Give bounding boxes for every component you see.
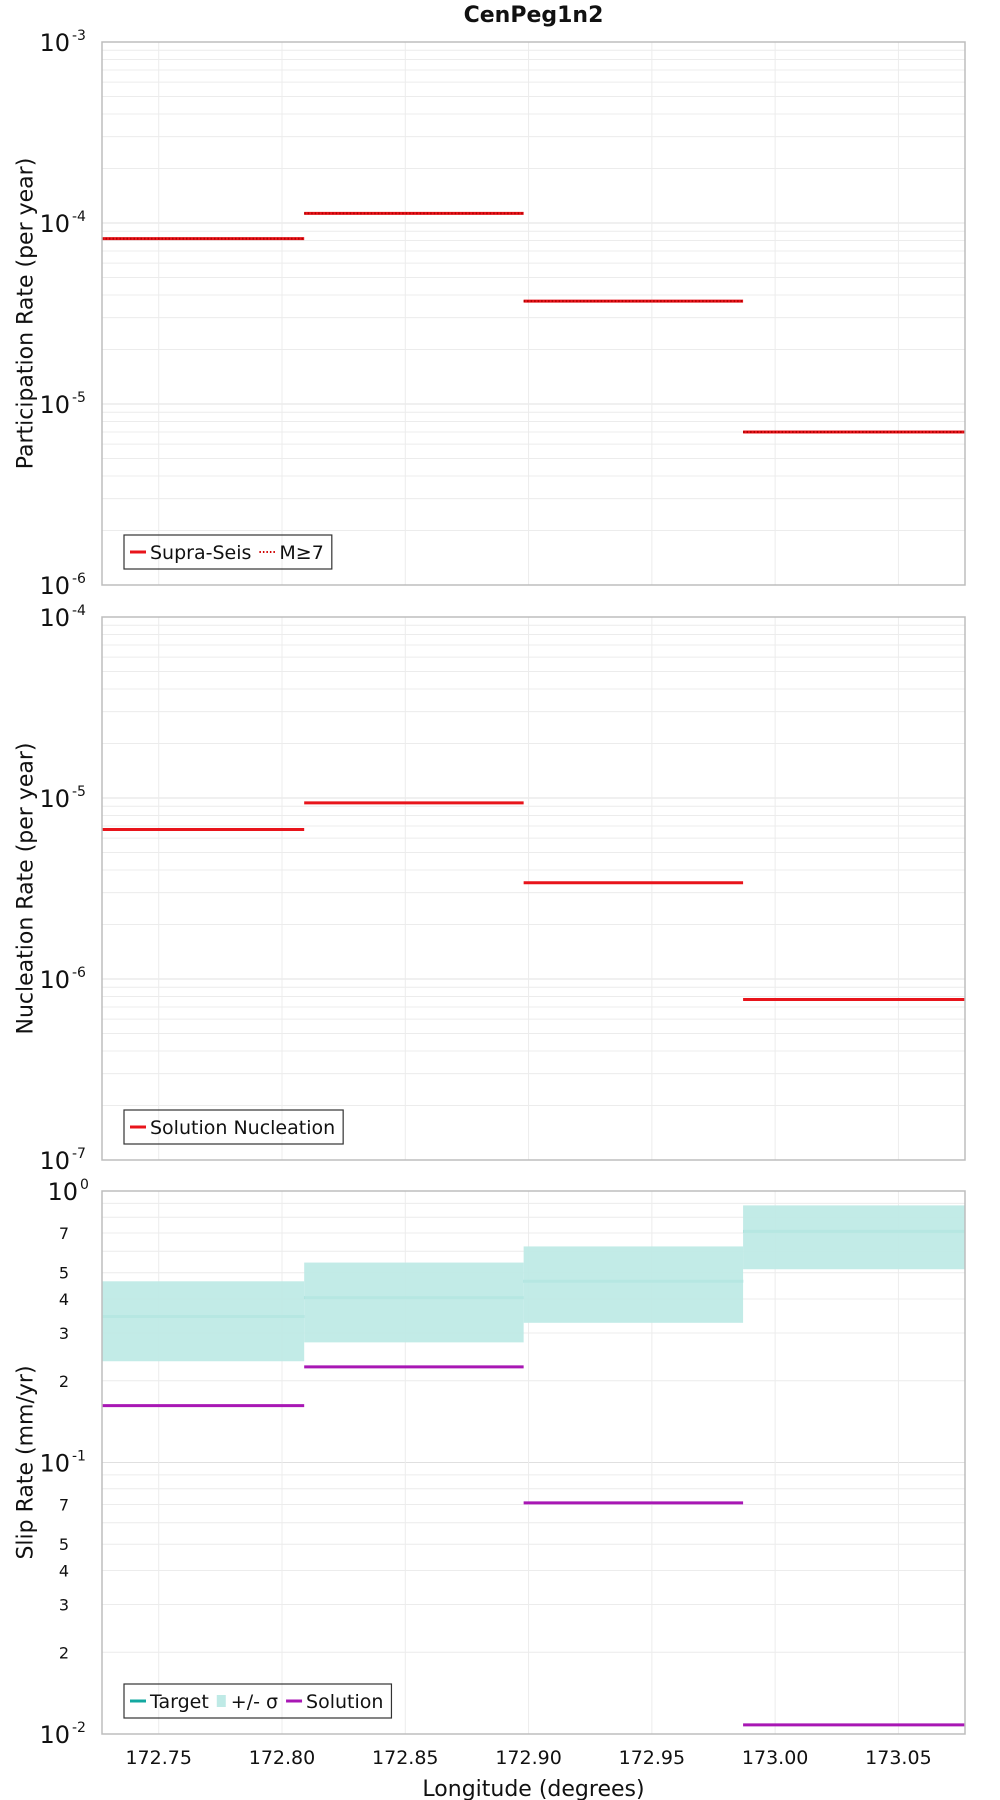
plot-frame [101,1190,966,1735]
y-minor-tick-label: 5 [59,1264,69,1283]
legend-items: Solution Nucleation [130,1117,335,1139]
legend-items: Supra-Seis M≥7 [130,542,324,564]
series-2 [102,212,965,434]
band-segment [304,1262,524,1343]
y-minor-tick-label: 5 [59,1535,69,1554]
y-tick-exponent: -1 [72,1449,86,1465]
y-axis-title: Nucleation Rate (per year) [14,743,39,1035]
y-tick-label: 10 [39,210,70,238]
y-minor-tick-label: 3 [59,1595,69,1614]
x-tick-label: 172.80 [249,1747,315,1769]
band-segment [743,1205,965,1270]
y-tick-exponent: -7 [72,1146,86,1162]
legend-box [123,534,333,570]
series-2 [102,1205,965,1362]
y-tick-label: 10 [39,391,70,419]
y-tick-exponent: -6 [72,965,86,981]
legend-items: Target +/- σ Solution [130,1691,383,1713]
legend: Supra-Seis M≥7 [123,534,333,570]
y-tick-label: 10 [39,29,70,57]
y-tick-label: 10 [39,966,70,994]
y-tick-label: 10 [39,1147,70,1175]
y-tick-label: 10 [39,785,70,813]
y-tick-exponent: -6 [72,571,86,587]
plot-frame [101,616,966,1161]
y-tick-exponent: -5 [72,784,86,800]
x-tick-label: 172.75 [125,1747,191,1769]
y-minor-tick-label: 3 [59,1324,69,1343]
grid-lines [102,42,965,586]
legend-label: Solution Nucleation [150,1117,335,1139]
y-axis-title: Participation Rate (per year) [14,158,39,470]
y-tick-label: 10 [39,1721,70,1749]
x-axis-title: Longitude (degrees) [422,1777,644,1800]
plot-area [102,617,965,1160]
plot-frame [101,41,966,586]
legend-label: Supra-Seis [150,542,251,564]
plot-area [102,42,965,585]
y-minor-tick-label: 4 [59,1562,69,1581]
y-tick-label: 10 [39,572,70,600]
x-tick-label: 173.00 [742,1747,808,1769]
y-axis-title: Slip Rate (mm/yr) [14,1365,39,1559]
legend-label: Target [149,1691,209,1713]
y-tick-label: 10 [39,604,70,632]
y-tick-exponent: -2 [72,1720,86,1736]
series-1 [102,801,965,1002]
y-tick-label: 10 [39,1450,70,1478]
legend-box [123,1109,344,1145]
legend-label: M≥7 [279,542,323,564]
y-tick-exponent: 0 [80,1177,89,1193]
y-minor-tick-label: 2 [59,1372,69,1391]
legend-swatch [216,1695,226,1707]
y-tick-exponent: -3 [72,28,86,44]
legend: Solution Nucleation [123,1109,344,1145]
y-tick-exponent: -4 [72,603,86,619]
y-minor-tick-label: 7 [59,1496,69,1515]
band-segment [523,1246,744,1323]
band-segment [102,1281,305,1362]
series-3 [102,1365,965,1727]
y-tick-exponent: -4 [72,209,86,225]
legend-label: Solution [306,1691,383,1713]
chart-title: CenPeg1n2 [464,3,604,28]
x-tick-label: 172.95 [619,1747,685,1769]
grid-lines [102,617,965,1161]
y-minor-tick-label: 7 [59,1224,69,1243]
y-minor-tick-label: 2 [59,1643,69,1662]
y-tick-exponent: -5 [72,390,86,406]
y-minor-tick-label: 4 [59,1290,69,1309]
legend: Target +/- σ Solution [123,1683,393,1719]
legend-label: +/- σ [231,1691,278,1713]
y-tick-label: 10 [47,1178,78,1206]
x-tick-label: 172.85 [372,1747,438,1769]
legend-box [123,1683,393,1719]
x-tick-label: 172.90 [495,1747,561,1769]
x-tick-label: 173.05 [865,1747,931,1769]
